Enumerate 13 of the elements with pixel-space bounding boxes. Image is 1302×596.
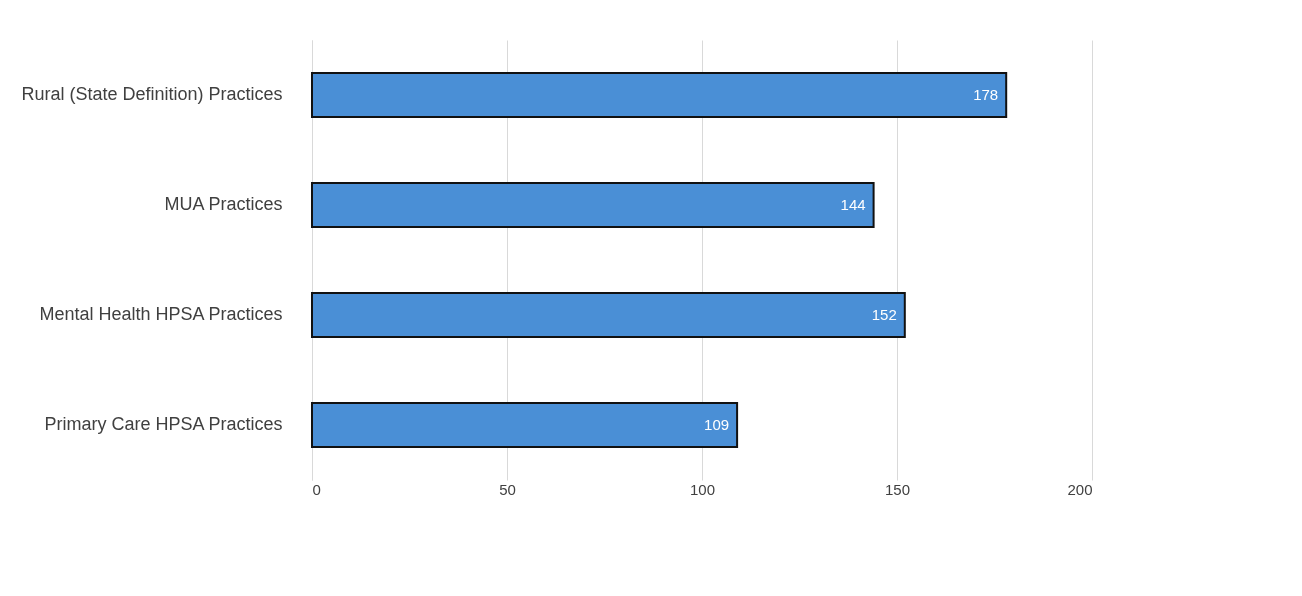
y-tick-label: MUA Practices [164, 194, 283, 214]
data-label: 144 [840, 196, 866, 213]
data-label: 152 [871, 306, 897, 323]
data-label: 109 [704, 416, 730, 433]
x-tick-label: 100 [689, 480, 716, 498]
data-label: 178 [973, 86, 999, 103]
x-tick-label: 150 [884, 480, 911, 498]
y-tick-label: Primary Care HPSA Practices [44, 414, 283, 434]
x-tick-label: 200 [1067, 480, 1093, 498]
x-tick-label: 50 [499, 480, 516, 498]
x-tick-label: 0 [312, 480, 321, 498]
y-tick-label: Rural (State Definition) Practices [21, 84, 283, 104]
y-tick-label: Mental Health HPSA Practices [39, 304, 283, 324]
